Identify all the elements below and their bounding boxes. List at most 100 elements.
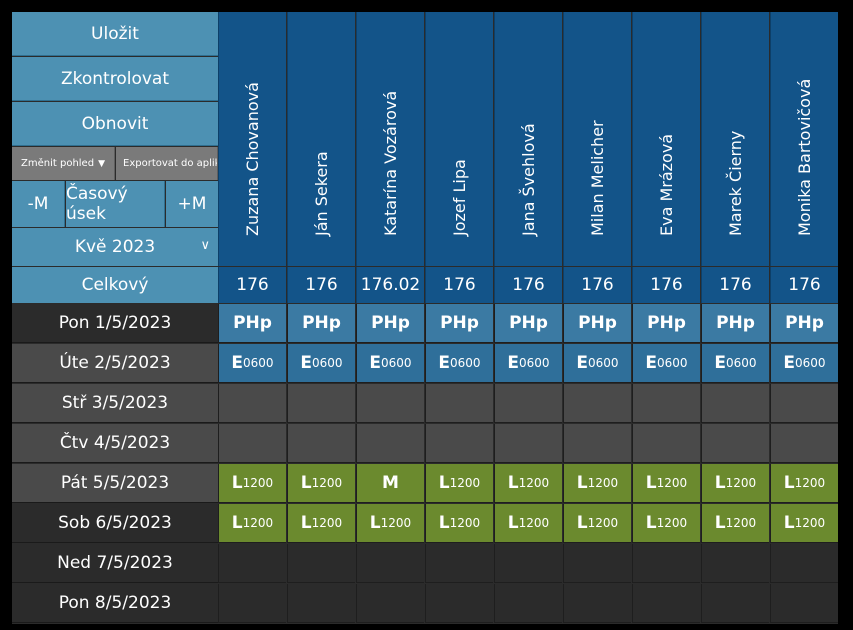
shift-cell[interactable] xyxy=(287,584,355,623)
shift-code: E xyxy=(438,353,451,373)
shift-cell[interactable]: L 1200 xyxy=(701,464,769,503)
shift-code: L xyxy=(231,473,243,493)
shift-code: L xyxy=(783,513,795,533)
shift-cell[interactable] xyxy=(425,424,493,463)
employee-column-header: Marek Čierny xyxy=(701,12,769,266)
shift-cell[interactable]: L 1200 xyxy=(494,504,562,543)
shift-time: 1200 xyxy=(794,516,826,530)
shift-cell[interactable] xyxy=(425,544,493,583)
shift-cell[interactable]: E 0600 xyxy=(425,344,493,383)
day-row-label: Pát 5/5/2023 xyxy=(12,464,218,503)
shift-cell[interactable]: L 1200 xyxy=(218,504,286,543)
shift-cell[interactable]: E 0600 xyxy=(563,344,631,383)
shift-cell[interactable]: L 1200 xyxy=(425,464,493,503)
shift-cell[interactable]: L 1200 xyxy=(632,464,700,503)
shift-cell[interactable]: PHp xyxy=(425,304,493,343)
shift-cell[interactable] xyxy=(770,544,838,583)
shift-cell[interactable]: L 1200 xyxy=(356,504,424,543)
shift-cell[interactable] xyxy=(701,424,769,463)
employee-column-header: Milan Melicher xyxy=(563,12,631,266)
shift-cell[interactable] xyxy=(494,544,562,583)
shift-cell[interactable] xyxy=(770,584,838,623)
shift-cell[interactable] xyxy=(770,424,838,463)
shift-cell[interactable]: L 1200 xyxy=(425,504,493,543)
shift-cell[interactable]: E 0600 xyxy=(632,344,700,383)
shift-cell[interactable] xyxy=(287,384,355,423)
shift-cell[interactable]: PHp xyxy=(632,304,700,343)
shift-cell[interactable]: PHp xyxy=(494,304,562,343)
shift-cell[interactable]: PHp xyxy=(218,304,286,343)
shift-code: E xyxy=(369,353,382,373)
shift-cell[interactable] xyxy=(494,584,562,623)
shift-code: L xyxy=(783,473,795,493)
shift-cell[interactable]: PHp xyxy=(356,304,424,343)
shift-cell[interactable] xyxy=(287,544,355,583)
shift-cell[interactable] xyxy=(494,424,562,463)
shift-cell[interactable] xyxy=(563,424,631,463)
shift-code: L xyxy=(576,473,588,493)
shift-code: L xyxy=(438,513,450,533)
shift-cell[interactable] xyxy=(632,584,700,623)
refresh-button[interactable]: Obnovit xyxy=(12,102,218,146)
shift-cell[interactable]: L 1200 xyxy=(287,464,355,503)
change-view-button[interactable]: Změnit pohled ▼ xyxy=(12,147,115,180)
shift-code: M xyxy=(382,473,399,493)
shift-cell[interactable] xyxy=(218,584,286,623)
shift-cell[interactable]: L 1200 xyxy=(770,464,838,503)
shift-cell[interactable]: E 0600 xyxy=(356,344,424,383)
shift-cell[interactable] xyxy=(356,424,424,463)
shift-cell[interactable]: L 1200 xyxy=(563,464,631,503)
shift-cell[interactable] xyxy=(356,584,424,623)
employee-name: Milan Melicher xyxy=(587,120,607,236)
shift-time: 1200 xyxy=(725,476,757,490)
shift-cell[interactable]: E 0600 xyxy=(770,344,838,383)
shift-cell[interactable]: PHp xyxy=(701,304,769,343)
shift-cell[interactable] xyxy=(563,384,631,423)
shift-cell[interactable] xyxy=(632,424,700,463)
shift-cell[interactable]: PHp xyxy=(287,304,355,343)
shift-cell[interactable] xyxy=(425,584,493,623)
shift-cell[interactable]: PHp xyxy=(770,304,838,343)
shift-cell[interactable]: E 0600 xyxy=(494,344,562,383)
employee-total-hours: 176 xyxy=(494,267,562,303)
shift-code: PHp xyxy=(371,313,410,333)
shift-cell[interactable] xyxy=(701,544,769,583)
shift-cell[interactable]: PHp xyxy=(563,304,631,343)
shift-cell[interactable]: L 1200 xyxy=(287,504,355,543)
shift-cell[interactable]: E 0600 xyxy=(218,344,286,383)
shift-cell[interactable]: L 1200 xyxy=(218,464,286,503)
shift-cell[interactable] xyxy=(425,384,493,423)
shift-cell[interactable]: E 0600 xyxy=(287,344,355,383)
shift-cell[interactable]: L 1200 xyxy=(632,504,700,543)
shift-cell[interactable] xyxy=(218,424,286,463)
save-button[interactable]: Uložit xyxy=(12,12,218,56)
next-month-button[interactable]: +M xyxy=(166,181,218,227)
shift-time: 0600 xyxy=(726,356,757,370)
shift-cell[interactable] xyxy=(356,384,424,423)
employee-column-header: Jana Švehlová xyxy=(494,12,562,266)
shift-cell[interactable] xyxy=(494,384,562,423)
shift-cell[interactable]: E 0600 xyxy=(701,344,769,383)
shift-cell[interactable] xyxy=(770,384,838,423)
shift-cell[interactable]: L 1200 xyxy=(563,504,631,543)
shift-cell[interactable] xyxy=(563,584,631,623)
check-button[interactable]: Zkontrolovat xyxy=(12,57,218,101)
shift-cell[interactable] xyxy=(701,584,769,623)
month-select[interactable]: Kvě 2023 ∨ xyxy=(12,228,218,266)
shift-cell[interactable]: L 1200 xyxy=(701,504,769,543)
shift-cell[interactable] xyxy=(563,544,631,583)
shift-cell[interactable]: L 1200 xyxy=(770,504,838,543)
shift-cell[interactable]: L 1200 xyxy=(494,464,562,503)
shift-cell[interactable] xyxy=(218,384,286,423)
shift-cell[interactable] xyxy=(701,384,769,423)
shift-cell[interactable] xyxy=(632,544,700,583)
shift-cell[interactable] xyxy=(356,544,424,583)
employee-total-hours: 176 xyxy=(218,267,286,303)
time-range-button[interactable]: Časový úsek xyxy=(66,181,165,227)
shift-cell[interactable] xyxy=(287,424,355,463)
shift-cell[interactable] xyxy=(632,384,700,423)
prev-month-button[interactable]: -M xyxy=(12,181,65,227)
shift-cell[interactable] xyxy=(218,544,286,583)
shift-cell[interactable]: M xyxy=(356,464,424,503)
export-excel-button[interactable]: Exportovat do aplikace Excel xyxy=(116,147,218,180)
